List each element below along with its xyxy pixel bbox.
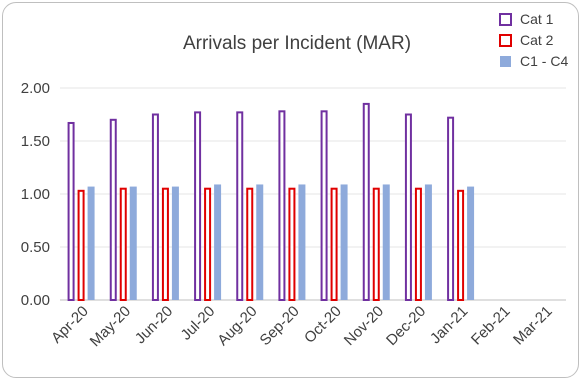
chart-title: Arrivals per Incident (MAR) [183, 33, 411, 54]
y-axis-ticks: 0.00 0.50 1.00 1.50 2.00 [21, 80, 50, 309]
x-tick-label: Jan-21 [427, 303, 471, 347]
bar-cat-1-may-20 [109, 118, 117, 301]
bar-cat-1-dec-20 [404, 113, 412, 301]
bar-c1-c4-sep-20 [298, 184, 306, 300]
x-tick-label: Mar-21 [510, 303, 556, 349]
bar-cat-1-jun-20 [151, 113, 159, 301]
bar-c1-c4-nov-20 [382, 184, 390, 300]
x-tick-label: Apr-20 [48, 303, 92, 347]
bar-cat-1-sep-20 [278, 110, 286, 301]
bar-cat-2-jul-20 [204, 187, 212, 301]
legend-label: Cat 1 [520, 11, 554, 27]
x-tick-label: Oct-20 [301, 303, 345, 347]
bar-cat-2-jan-21 [457, 189, 465, 302]
legend-swatch [499, 34, 512, 47]
y-tick-label: 1.00 [21, 186, 50, 203]
bar-cat-1-aug-20 [236, 111, 244, 301]
y-tick-label: 0.00 [21, 292, 50, 309]
bar-cat-1-jul-20 [194, 111, 202, 301]
x-tick-label: Aug-20 [214, 303, 260, 349]
bar-c1-c4-jan-21 [467, 186, 475, 300]
legend-label: C1 - C4 [520, 53, 568, 69]
bar-c1-c4-oct-20 [340, 184, 348, 300]
bars [67, 102, 475, 302]
legend-swatch [500, 56, 511, 67]
bar-cat-1-apr-20 [67, 121, 75, 302]
bar-c1-c4-jul-20 [214, 184, 222, 300]
x-tick-label: Jun-20 [132, 303, 176, 347]
y-tick-label: 0.50 [21, 239, 50, 256]
bar-cat-1-jan-21 [447, 116, 455, 302]
bar-cat-1-oct-20 [320, 110, 328, 301]
bar-cat-1-nov-20 [362, 102, 370, 302]
x-tick-label: May-20 [87, 303, 134, 350]
bar-c1-c4-may-20 [129, 186, 137, 300]
legend: Cat 1 Cat 2 C1 - C4 [499, 11, 568, 69]
bar-cat-2-aug-20 [246, 187, 254, 301]
x-tick-label: Sep-20 [257, 303, 303, 349]
bar-cat-2-oct-20 [330, 187, 338, 301]
bar-cat-2-sep-20 [288, 187, 296, 301]
bar-cat-2-may-20 [119, 187, 127, 301]
x-tick-label: Dec-20 [383, 303, 429, 349]
bar-c1-c4-dec-20 [424, 184, 432, 300]
x-tick-label: Jul-20 [177, 303, 218, 344]
bar-cat-2-nov-20 [372, 187, 380, 301]
y-tick-label: 1.50 [21, 133, 50, 150]
bar-cat-2-apr-20 [77, 189, 85, 302]
bar-cat-2-jun-20 [161, 187, 169, 301]
bar-cat-2-dec-20 [414, 187, 422, 301]
gridlines [60, 87, 566, 301]
y-tick-label: 2.00 [21, 80, 50, 97]
x-tick-label: Nov-20 [341, 303, 387, 349]
bar-c1-c4-apr-20 [87, 186, 95, 300]
bar-c1-c4-aug-20 [256, 184, 264, 300]
x-tick-label: Feb-21 [468, 303, 514, 349]
legend-label: Cat 2 [520, 32, 554, 48]
legend-swatch [499, 13, 512, 26]
bar-c1-c4-jun-20 [171, 186, 179, 300]
